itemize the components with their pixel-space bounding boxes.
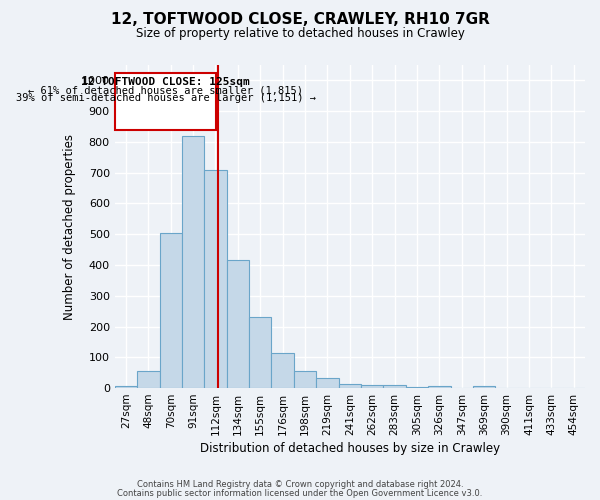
- Bar: [338, 384, 361, 388]
- Bar: [205, 170, 227, 388]
- Bar: [294, 370, 316, 388]
- Bar: [115, 386, 137, 388]
- Bar: [137, 370, 160, 388]
- Text: 12 TOFTWOOD CLOSE: 125sqm: 12 TOFTWOOD CLOSE: 125sqm: [81, 78, 250, 88]
- Bar: [182, 136, 205, 388]
- Text: 39% of semi-detached houses are larger (1,151) →: 39% of semi-detached houses are larger (…: [16, 92, 316, 102]
- Bar: [473, 386, 496, 388]
- Bar: [227, 260, 249, 388]
- X-axis label: Distribution of detached houses by size in Crawley: Distribution of detached houses by size …: [200, 442, 500, 455]
- Text: Contains public sector information licensed under the Open Government Licence v3: Contains public sector information licen…: [118, 488, 482, 498]
- Text: 12, TOFTWOOD CLOSE, CRAWLEY, RH10 7GR: 12, TOFTWOOD CLOSE, CRAWLEY, RH10 7GR: [110, 12, 490, 28]
- Bar: [383, 385, 406, 388]
- Bar: [249, 318, 271, 388]
- Bar: [316, 378, 338, 388]
- Bar: [428, 386, 451, 388]
- Bar: [160, 232, 182, 388]
- Y-axis label: Number of detached properties: Number of detached properties: [64, 134, 76, 320]
- Text: ← 61% of detached houses are smaller (1,815): ← 61% of detached houses are smaller (1,…: [28, 86, 303, 96]
- Bar: [271, 352, 294, 388]
- Bar: [361, 385, 383, 388]
- Text: Contains HM Land Registry data © Crown copyright and database right 2024.: Contains HM Land Registry data © Crown c…: [137, 480, 463, 489]
- FancyBboxPatch shape: [115, 72, 217, 130]
- Bar: [406, 386, 428, 388]
- Text: Size of property relative to detached houses in Crawley: Size of property relative to detached ho…: [136, 28, 464, 40]
